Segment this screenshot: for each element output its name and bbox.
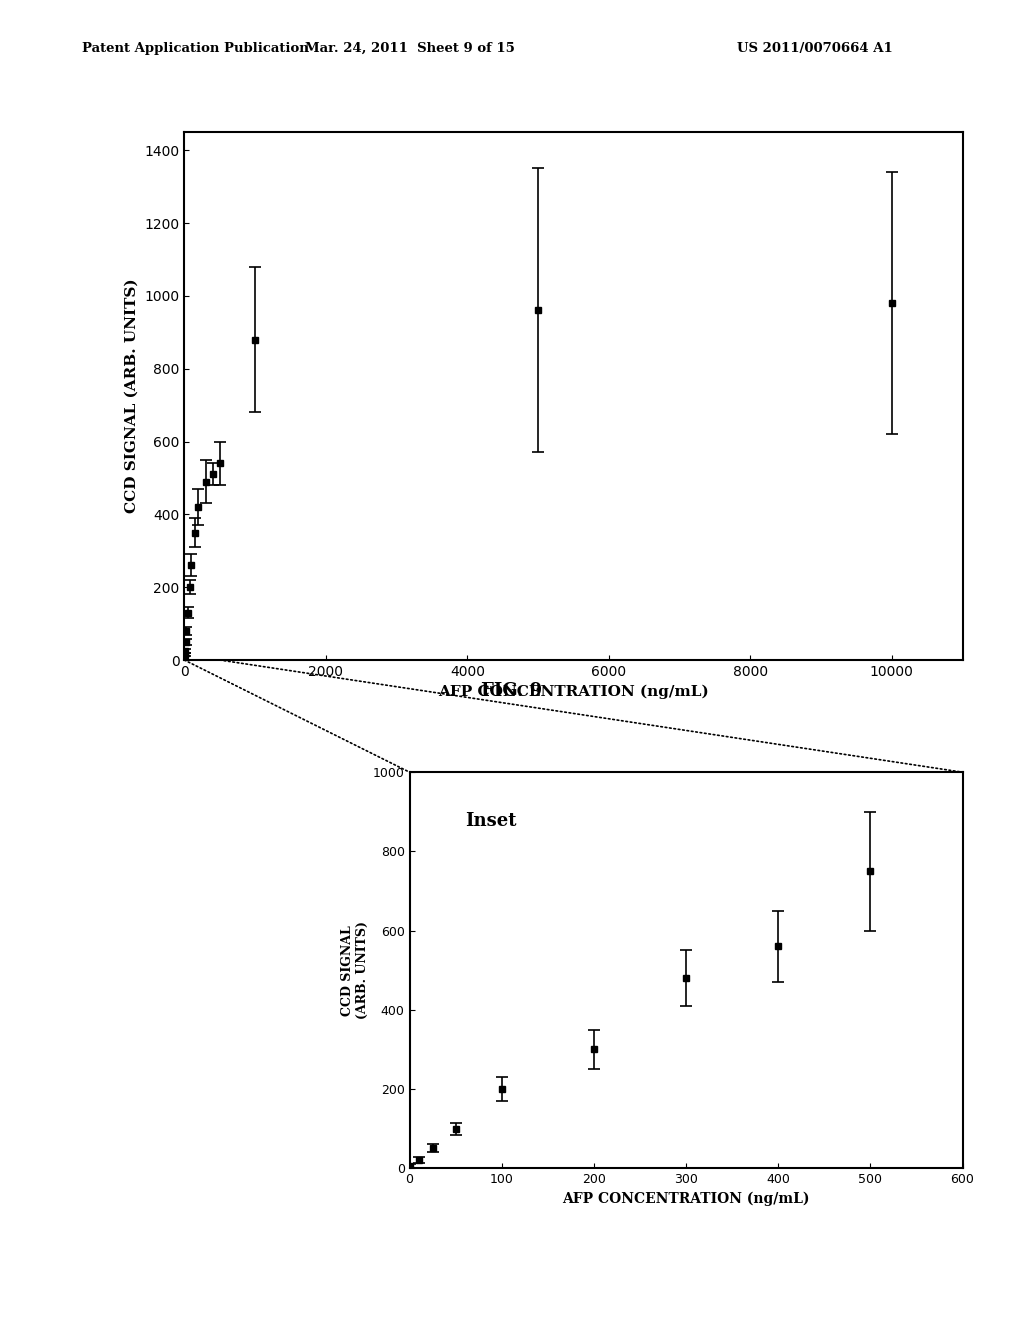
- X-axis label: AFP CONCENTRATION (ng/mL): AFP CONCENTRATION (ng/mL): [562, 1192, 810, 1206]
- Text: Mar. 24, 2011  Sheet 9 of 15: Mar. 24, 2011 Sheet 9 of 15: [305, 42, 514, 55]
- X-axis label: AFP CONCENTRATION (ng/mL): AFP CONCENTRATION (ng/mL): [438, 684, 709, 698]
- Y-axis label: CCD SIGNAL (ARB. UNITS): CCD SIGNAL (ARB. UNITS): [125, 279, 139, 513]
- Y-axis label: CCD SIGNAL
(ARB. UNITS): CCD SIGNAL (ARB. UNITS): [341, 921, 369, 1019]
- Text: FIG. 9: FIG. 9: [481, 682, 543, 701]
- Text: US 2011/0070664 A1: US 2011/0070664 A1: [737, 42, 893, 55]
- Text: Inset: Inset: [465, 812, 516, 830]
- Text: Patent Application Publication: Patent Application Publication: [82, 42, 308, 55]
